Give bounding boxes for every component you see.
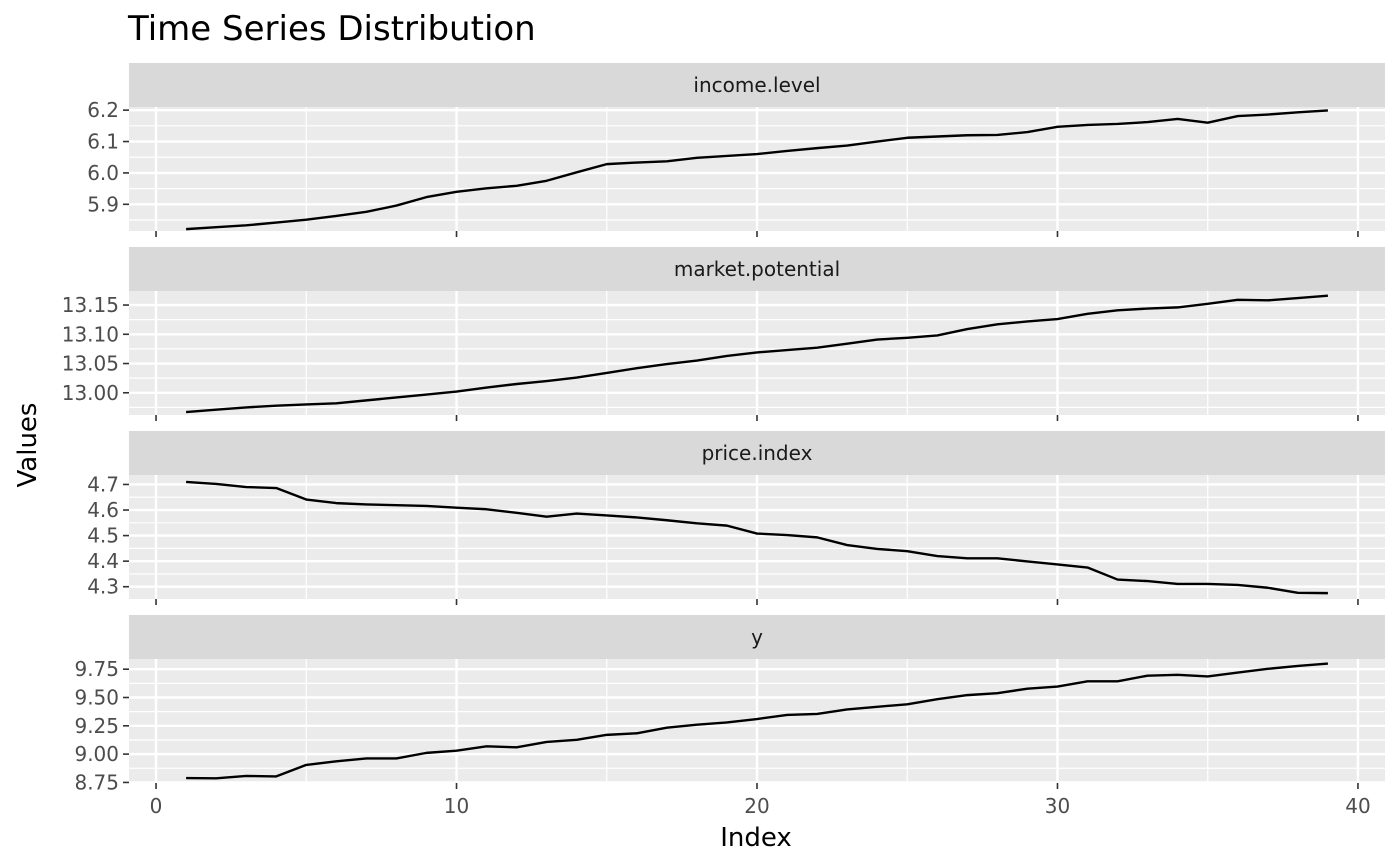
y-tick-label: 6.2 — [87, 98, 119, 122]
facet-strip — [129, 63, 1385, 107]
facet-strip-label: y — [751, 625, 763, 649]
x-tick-label: 20 — [744, 794, 769, 818]
y-tick-label: 13.05 — [62, 352, 119, 376]
y-axis-title: Values — [13, 403, 43, 488]
series-line-income-level — [186, 109, 1328, 231]
y-tick-label: 6.1 — [87, 130, 119, 154]
facet-strip-label: income.level — [693, 73, 820, 97]
series-line-market-potential — [185, 294, 1329, 414]
facet-strip — [129, 431, 1385, 475]
x-tick-label: 40 — [1345, 794, 1370, 818]
y-tick-label: 5.9 — [87, 192, 119, 216]
chart-title: Time Series Distribution — [127, 9, 536, 49]
x-axis-title: Index — [720, 823, 792, 853]
facet-strip-label: price.index — [702, 441, 813, 465]
series-line-price-index — [186, 480, 1328, 595]
y-tick-label: 4.5 — [87, 524, 119, 548]
y-tick-label: 13.00 — [62, 381, 119, 405]
y-tick-label: 6.0 — [87, 161, 119, 185]
y-tick-label: 4.6 — [87, 498, 119, 522]
facet-strip — [129, 615, 1385, 659]
y-tick-label: 4.3 — [87, 575, 119, 599]
y-tick-label: 9.75 — [74, 657, 119, 681]
y-tick-label: 13.15 — [62, 293, 119, 317]
y-tick-label: 4.7 — [87, 472, 119, 496]
y-tick-label: 4.4 — [87, 549, 119, 573]
facet-strip — [129, 247, 1385, 291]
y-tick-label: 9.25 — [74, 714, 119, 738]
y-tick-label: 8.75 — [74, 770, 119, 794]
facet-panel-market-potential: market.potential 13.00 13.05 13.10 13.15 — [62, 247, 1385, 421]
facet-panels: income.level 5.9 6.0 6.1 6.2 market.potential… — [62, 63, 1385, 818]
x-tick-label: 30 — [1045, 794, 1070, 818]
y-tick-label: 13.10 — [62, 322, 119, 346]
facet-panel-price-index: price.index 4.34.44.54.64.7 — [87, 431, 1385, 605]
x-tick-label: 0 — [150, 794, 163, 818]
series-line-y — [186, 662, 1329, 780]
y-tick-label: 9.00 — [74, 742, 119, 766]
facet-panel-y: y 8.75 9.00 9.25 9.50 9.75 0 10 20 30 40 — [74, 615, 1385, 818]
facet-panel-income-level: income.level 5.9 6.0 6.1 6.2 — [87, 63, 1385, 237]
facet-strip-label: market.potential — [674, 257, 840, 281]
x-tick-label: 10 — [444, 794, 469, 818]
y-tick-label: 9.50 — [74, 686, 119, 710]
